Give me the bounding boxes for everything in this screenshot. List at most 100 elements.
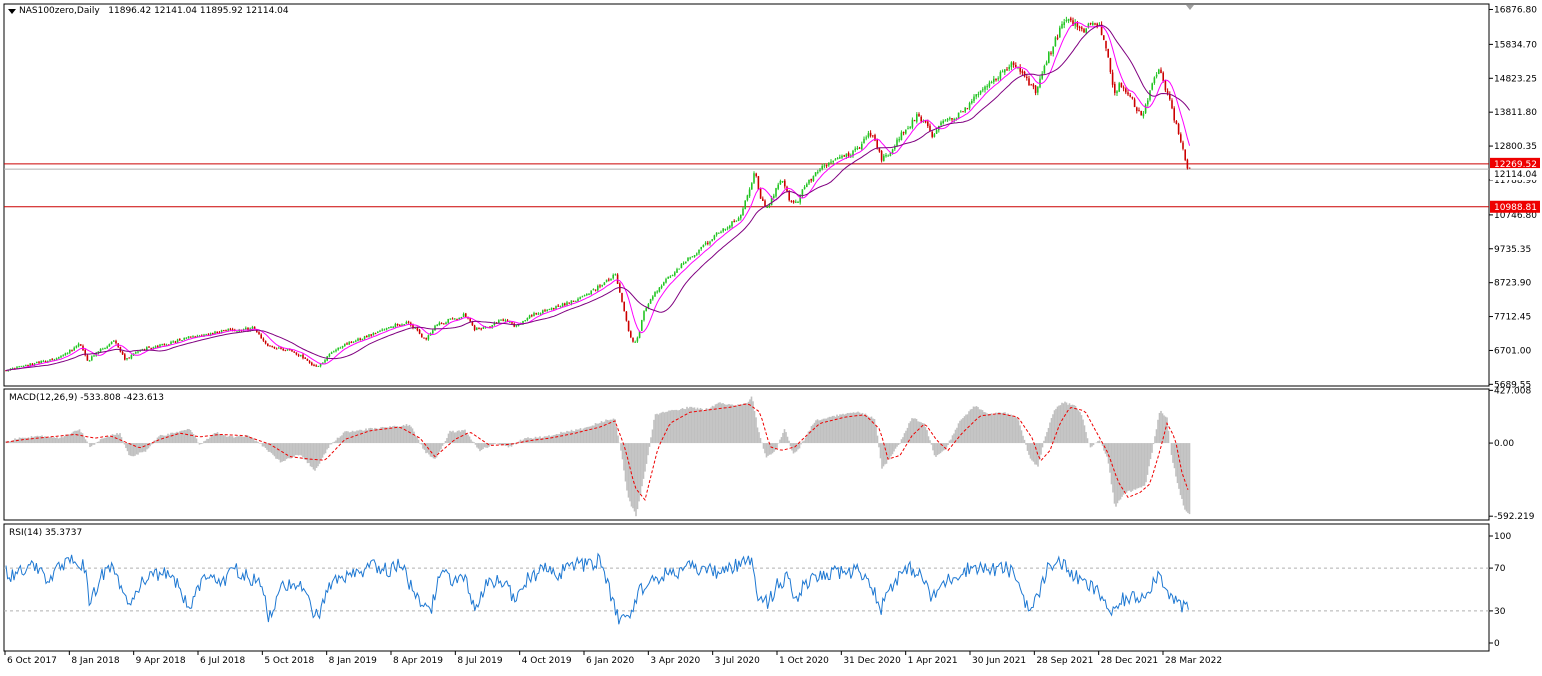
candle-body (966, 108, 969, 110)
candle-body (559, 306, 562, 308)
candle-body (891, 149, 894, 153)
dropdown-triangle-icon[interactable] (8, 9, 16, 14)
candle-body (181, 340, 183, 342)
candle-body (1012, 62, 1015, 65)
candle-body (489, 326, 491, 328)
candle-body (88, 360, 91, 362)
candle-body (344, 343, 346, 346)
candle-body (108, 343, 111, 347)
candle-body (352, 341, 355, 343)
candle-body (341, 346, 344, 348)
candle-body (821, 166, 823, 170)
candle-body (1158, 69, 1160, 74)
rsi-line (5, 552, 1189, 625)
level-price-tag: 12269.52 (1494, 160, 1537, 170)
candle-body (238, 329, 240, 332)
candle-body (863, 138, 865, 144)
candle-body (447, 319, 449, 323)
candle-body (381, 329, 383, 331)
scroll-marker-icon (1186, 5, 1194, 10)
candle-body (709, 241, 711, 244)
candle-body (152, 347, 155, 350)
candle-body (1056, 37, 1059, 39)
candle-body (262, 338, 265, 341)
candle-body (940, 122, 942, 126)
candle-body (680, 264, 683, 269)
candle-body (647, 304, 650, 309)
price-y-tick-label: 11788.90 (1494, 176, 1537, 186)
ohlc-readout: 11896.42 12141.04 11895.92 12114.04 (108, 6, 289, 16)
candle-body (218, 332, 221, 334)
level-price-tag-bg (1490, 157, 1540, 170)
candle-body (685, 261, 687, 264)
candle-body (363, 336, 366, 339)
candle-body (399, 325, 401, 327)
candle-body (1015, 64, 1017, 67)
candle-body (1059, 27, 1061, 38)
symbol-name: NAS100zero,Daily (19, 6, 100, 16)
candle-body (583, 295, 586, 297)
time-axis-label: 1 Oct 2020 (779, 656, 829, 666)
candle-body (146, 347, 148, 351)
candle-body (1026, 76, 1028, 79)
candle-body (1125, 88, 1127, 93)
candle-body (1142, 113, 1145, 117)
candle-body (1074, 22, 1076, 26)
candle-body (278, 347, 280, 349)
price-y-tick-label: 6701.00 (1494, 346, 1531, 356)
candle-body (755, 173, 757, 176)
candle-body (933, 134, 936, 137)
candle-body (951, 118, 953, 120)
candle-body (374, 333, 377, 335)
candle-body (5, 370, 7, 372)
candle-body (75, 345, 78, 348)
time-axis-label: 28 Sep 2021 (1036, 656, 1093, 666)
candle-body (564, 303, 566, 306)
candle-body (38, 361, 40, 363)
candle-body (328, 354, 331, 357)
candle-body (700, 246, 702, 250)
candle-body (1105, 40, 1107, 49)
candle-body (995, 78, 997, 81)
candle-body (894, 146, 896, 150)
candle-body (993, 78, 995, 82)
candle-body (854, 148, 856, 151)
candle-body (612, 274, 614, 279)
candle-body (333, 351, 335, 353)
candle-body (55, 358, 58, 360)
rsi-y-tick-label: 0 (1494, 639, 1500, 649)
candle-body (1092, 22, 1094, 26)
candle-body (968, 102, 971, 109)
candle-body (1076, 22, 1079, 27)
candle-body (170, 341, 172, 345)
candle-body (403, 324, 405, 326)
candle-body (1147, 100, 1149, 105)
candle-body (845, 153, 848, 157)
candle-body (566, 302, 568, 306)
candle-body (77, 343, 80, 347)
candle-body (621, 293, 623, 302)
candle-body (460, 317, 463, 319)
candle-body (405, 321, 408, 324)
candle-body (614, 274, 617, 276)
candle-body (236, 331, 238, 333)
candle-body (16, 367, 18, 369)
candle-body (801, 189, 804, 197)
candle-body (627, 320, 630, 332)
candle-body (964, 107, 966, 112)
candle-body (984, 86, 986, 90)
candle-body (130, 355, 133, 359)
time-axis-label: 28 Mar 2022 (1165, 656, 1222, 666)
candle-body (799, 195, 801, 203)
candle-body (603, 282, 606, 285)
candle-body (194, 336, 196, 338)
candle-body (861, 143, 863, 150)
candle-body (506, 320, 509, 322)
candle-body (97, 351, 100, 354)
candle-body (432, 330, 434, 334)
candle-body (817, 171, 819, 173)
macd-y-tick-label: 427.008 (1494, 386, 1531, 396)
candle-body (319, 363, 322, 367)
candle-body (810, 178, 812, 181)
candle-body (696, 253, 698, 255)
